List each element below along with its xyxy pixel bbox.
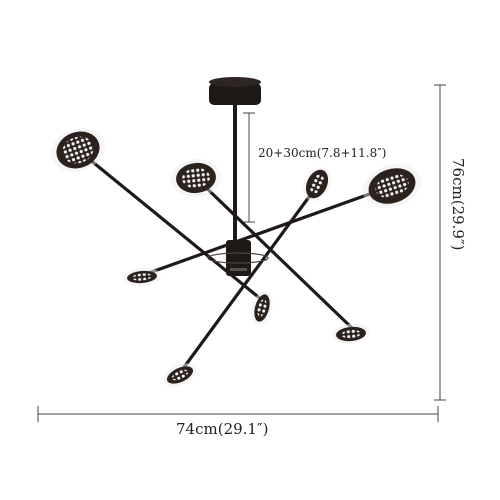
drop-dimension-line <box>243 112 255 223</box>
arm-upper-right <box>144 184 394 276</box>
width-dimension-line <box>37 406 439 422</box>
arm-right-tilt <box>180 184 319 372</box>
arm-upper-mid <box>194 176 354 330</box>
lamp-head-small-left <box>123 267 161 287</box>
lamp-head-small-bottom <box>164 363 196 387</box>
lamp-head-small-mid <box>251 291 273 325</box>
lamp-head-medium-center <box>171 158 221 198</box>
lamp-head-small-upper <box>302 166 332 202</box>
center-hub <box>207 240 269 276</box>
drop-length-label: 20+30cm(7.8+11.8″) <box>258 146 387 160</box>
lamp-head-large-right <box>362 163 422 209</box>
height-label: 76cm(29.9″) <box>449 158 467 251</box>
ceiling-canopy <box>209 77 261 105</box>
lamp-head-large-left <box>50 128 106 172</box>
down-rod <box>233 105 237 243</box>
width-label: 74cm(29.1″) <box>176 420 269 438</box>
lamp-head-small-lower-right <box>332 323 370 345</box>
height-dimension-line <box>434 84 446 401</box>
